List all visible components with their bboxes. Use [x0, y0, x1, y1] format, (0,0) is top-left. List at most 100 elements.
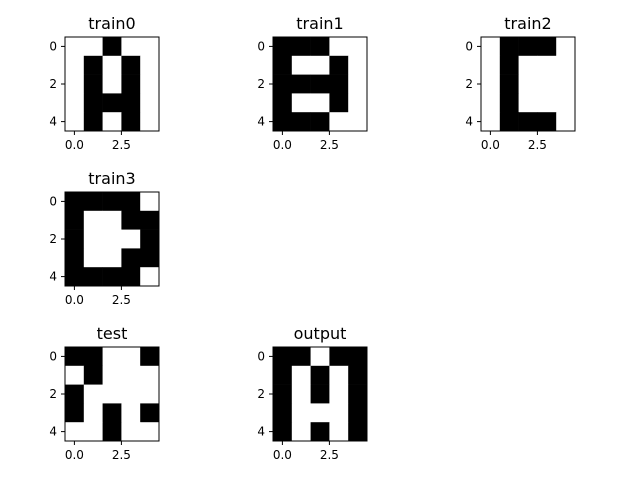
heatmap-cell — [348, 385, 367, 404]
subplot-title: output — [294, 324, 347, 343]
heatmap-cell — [140, 192, 159, 211]
heatmap-cell — [556, 93, 575, 112]
heatmap-cell — [140, 37, 159, 56]
heatmap-cell — [329, 112, 348, 131]
heatmap-cell — [84, 403, 103, 422]
heatmap-cell — [273, 347, 292, 366]
heatmap-cell — [273, 93, 292, 112]
heatmap-cell — [329, 385, 348, 404]
x-tick-label: 0.0 — [65, 138, 84, 152]
subplot-train3: train3 0.0 2.5 0 2 4 — [49, 169, 159, 307]
heatmap-cell — [103, 403, 122, 422]
heatmap-cell — [65, 56, 84, 75]
heatmap-cell — [500, 37, 519, 56]
heatmap-cell — [500, 112, 519, 131]
heatmap-cell — [329, 37, 348, 56]
heatmap-cell — [273, 37, 292, 56]
subplot-title: test — [97, 324, 128, 343]
y-tick-label: 0 — [257, 39, 265, 53]
y-tick-label: 4 — [49, 115, 57, 129]
heatmap-cell — [103, 37, 122, 56]
subplot-title: train0 — [88, 14, 135, 33]
heatmap-cell — [121, 248, 140, 267]
heatmap-cell — [65, 403, 84, 422]
heatmap-cell — [103, 422, 122, 441]
heatmap-cell — [292, 366, 311, 385]
heatmap-cell — [84, 385, 103, 404]
heatmap-cell — [65, 248, 84, 267]
heatmap-cell — [481, 56, 500, 75]
heatmap-cell — [481, 37, 500, 56]
heatmap-cell — [121, 403, 140, 422]
heatmap-cell — [537, 75, 556, 94]
heatmap-cell — [348, 56, 367, 75]
heatmap-cell — [84, 56, 103, 75]
heatmap-cell — [292, 347, 311, 366]
heatmap-cell — [84, 366, 103, 385]
heatmap-cell — [65, 230, 84, 249]
y-tick-label: 2 — [49, 387, 57, 401]
heatmap-cell — [140, 211, 159, 230]
heatmap-cell — [311, 422, 330, 441]
heatmap-cell — [311, 366, 330, 385]
heatmap-cell — [84, 75, 103, 94]
heatmap-cell — [292, 93, 311, 112]
heatmap-cell — [121, 385, 140, 404]
subplot-test: test 0.0 2.5 0 2 4 — [49, 324, 159, 462]
heatmap-cell — [329, 366, 348, 385]
heatmap-cell — [329, 75, 348, 94]
heatmap-cell — [84, 211, 103, 230]
heatmap-cell — [273, 56, 292, 75]
heatmap-cell — [65, 385, 84, 404]
heatmap-cell — [103, 267, 122, 286]
heatmap-cell — [292, 422, 311, 441]
heatmap-cell — [121, 56, 140, 75]
heatmap-cell — [84, 37, 103, 56]
heatmap-cell — [311, 385, 330, 404]
x-tick-label: 2.5 — [112, 448, 131, 462]
subplot-train2: train2 0.0 2.5 0 2 4 — [465, 14, 575, 152]
y-tick-label: 2 — [49, 232, 57, 246]
heatmap-cell — [537, 37, 556, 56]
heatmap-cell — [121, 422, 140, 441]
subplot-output: output 0.0 2.5 0 2 4 — [257, 324, 367, 462]
heatmap-cell — [65, 422, 84, 441]
heatmap-cell — [103, 56, 122, 75]
heatmap-cell — [103, 211, 122, 230]
heatmap-cell — [140, 75, 159, 94]
heatmap-cell — [273, 366, 292, 385]
heatmap-cell — [292, 385, 311, 404]
heatmap-cell — [84, 192, 103, 211]
heatmap-cell — [292, 112, 311, 131]
heatmap-cell — [348, 422, 367, 441]
heatmap-cell — [519, 112, 538, 131]
heatmap-cell — [84, 422, 103, 441]
heatmap-cell — [140, 267, 159, 286]
heatmap-cell — [348, 75, 367, 94]
heatmap-cell — [519, 56, 538, 75]
heatmap-cell — [519, 37, 538, 56]
heatmap-cell — [84, 267, 103, 286]
heatmap-cell — [273, 422, 292, 441]
heatmap-cell — [121, 211, 140, 230]
heatmap-cell — [103, 93, 122, 112]
heatmap-cell — [103, 347, 122, 366]
heatmap-cell — [348, 112, 367, 131]
heatmap-cell — [65, 347, 84, 366]
heatmap-cell — [84, 112, 103, 131]
heatmap-cell — [556, 75, 575, 94]
heatmap-cell — [140, 347, 159, 366]
heatmap-cell — [103, 366, 122, 385]
heatmap-cell — [519, 75, 538, 94]
subplot-title: train2 — [504, 14, 551, 33]
x-tick-label: 2.5 — [320, 138, 339, 152]
heatmap-cell — [348, 93, 367, 112]
heatmap-cell — [273, 75, 292, 94]
heatmap-cell — [121, 37, 140, 56]
heatmap-cell — [311, 403, 330, 422]
heatmap-cell — [121, 75, 140, 94]
heatmap-cell — [329, 93, 348, 112]
heatmap-cell — [65, 366, 84, 385]
